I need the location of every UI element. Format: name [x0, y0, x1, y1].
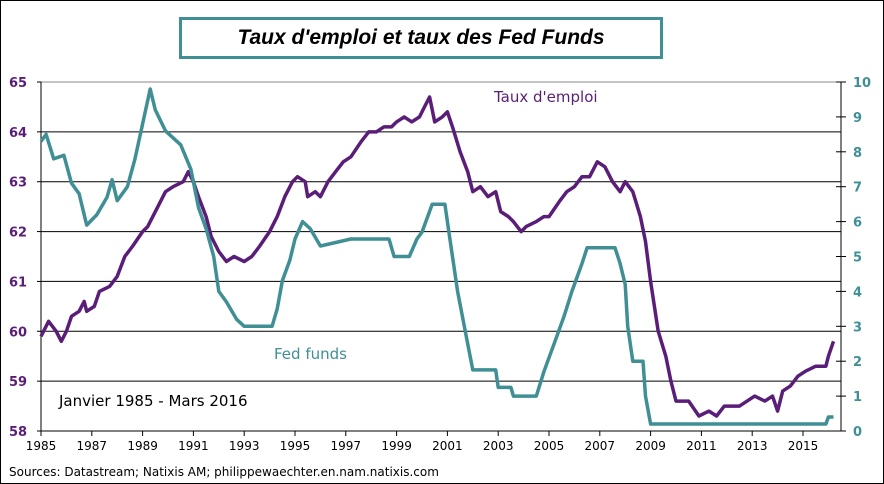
x-tick-label: 1995 [280, 439, 311, 453]
left-tick-label: 58 [9, 425, 27, 440]
x-tick-label: 1993 [229, 439, 260, 453]
right-tick-label: 8 [853, 146, 862, 161]
x-tick-label: 1999 [381, 439, 412, 453]
x-tick-label: 1985 [26, 439, 57, 453]
right-tick-label: 0 [853, 425, 862, 440]
left-tick-label: 64 [9, 126, 27, 141]
x-tick-label: 2015 [788, 439, 819, 453]
x-tick-label: 1989 [127, 439, 158, 453]
left-tick-label: 60 [9, 325, 27, 340]
right-tick-label: 6 [853, 216, 862, 231]
left-tick-label: 59 [9, 375, 27, 390]
x-tick-label: 2007 [585, 439, 616, 453]
chart-title-box: Taux d'emploi et taux des Fed Funds [179, 17, 663, 59]
x-tick-label: 2009 [635, 439, 666, 453]
right-tick-label: 3 [853, 320, 862, 335]
chart-title: Taux d'emploi et taux des Fed Funds [237, 26, 605, 49]
x-tick-label: 1987 [77, 439, 108, 453]
right-tick-label: 7 [853, 181, 862, 196]
x-tick-label: 2005 [534, 439, 565, 453]
source-note: Sources: Datastream; Natixis AM; philipp… [9, 465, 439, 479]
right-tick-label: 10 [853, 76, 871, 91]
right-tick-label: 2 [853, 355, 862, 370]
x-tick-label: 2001 [432, 439, 463, 453]
x-tick-label: 2003 [483, 439, 514, 453]
series-line-taux-emploi [39, 95, 836, 418]
x-tick-label: 1997 [331, 439, 362, 453]
series-label-fed-funds: Fed funds [274, 345, 347, 363]
left-tick-label: 61 [9, 275, 27, 290]
period-annotation: Janvier 1985 - Mars 2016 [58, 392, 248, 410]
left-tick-label: 62 [9, 226, 27, 241]
right-tick-label: 9 [853, 111, 862, 126]
x-tick-label: 1991 [178, 439, 209, 453]
left-tick-label: 63 [9, 176, 27, 191]
right-tick-label: 4 [853, 285, 862, 300]
x-tick-label: 2011 [686, 439, 717, 453]
left-tick-label: 65 [9, 76, 27, 91]
right-tick-label: 1 [853, 390, 862, 405]
series-line-fed-funds [39, 87, 834, 426]
right-tick-label: 5 [853, 251, 862, 266]
x-tick-label: 2013 [737, 439, 768, 453]
series-label-taux-emploi: Taux d'emploi [493, 88, 598, 106]
